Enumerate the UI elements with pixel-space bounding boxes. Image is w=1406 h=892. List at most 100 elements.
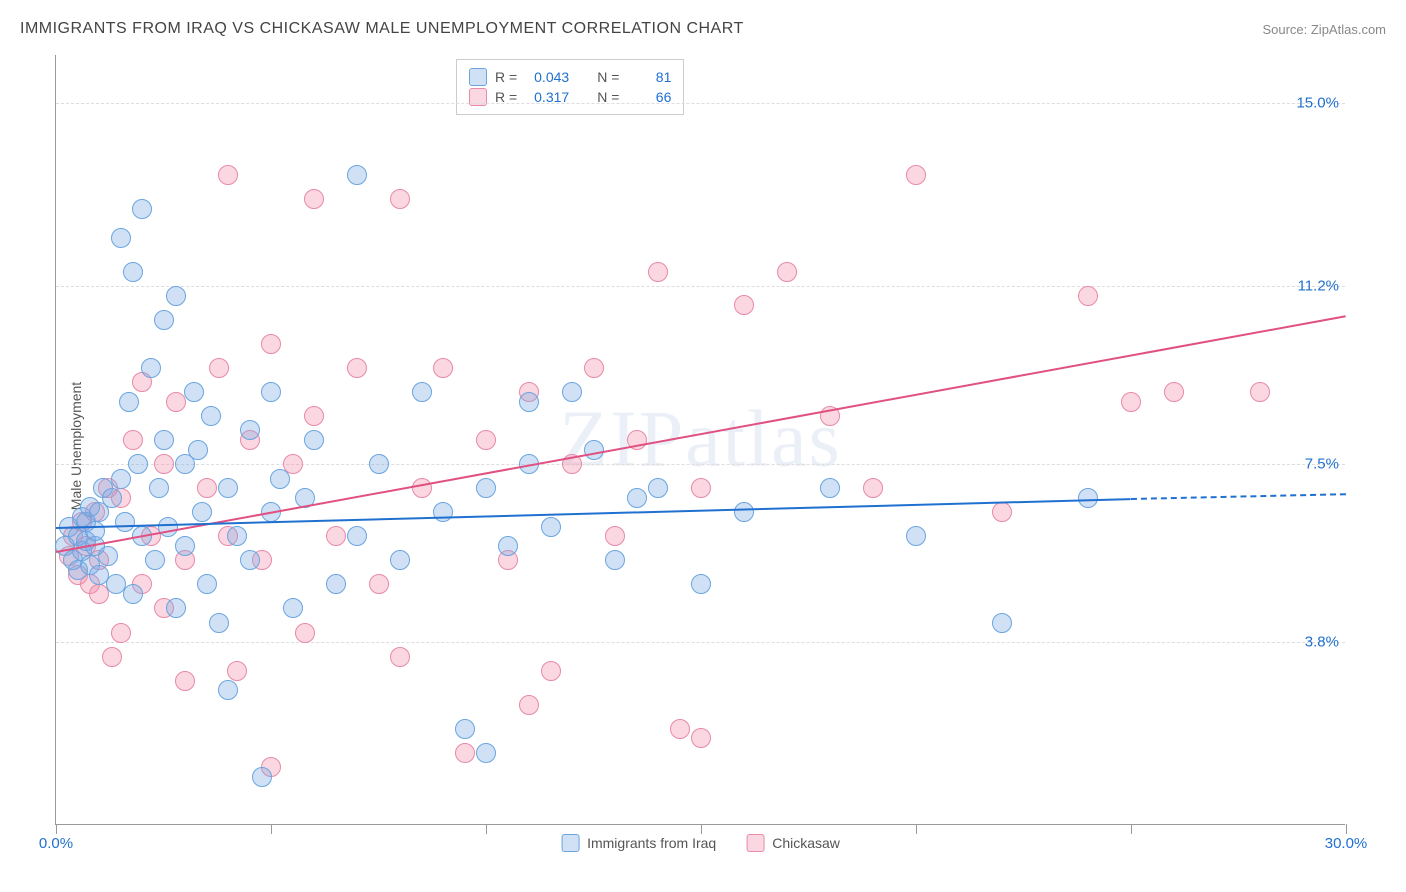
data-point-series2: [175, 671, 195, 691]
x-tick: [486, 824, 487, 834]
data-point-series2: [111, 623, 131, 643]
data-point-series1: [455, 719, 475, 739]
data-point-series1: [476, 478, 496, 498]
data-point-series2: [227, 661, 247, 681]
x-tick: [1346, 824, 1347, 834]
data-point-series1: [584, 440, 604, 460]
data-point-series2: [777, 262, 797, 282]
data-point-series1: [906, 526, 926, 546]
data-point-series2: [154, 454, 174, 474]
data-point-series1: [111, 469, 131, 489]
data-point-series1: [347, 526, 367, 546]
legend-label: Immigrants from Iraq: [587, 835, 716, 851]
data-point-series1: [154, 430, 174, 450]
data-point-series2: [390, 647, 410, 667]
data-point-series1: [192, 502, 212, 522]
data-point-series2: [541, 661, 561, 681]
data-point-series1: [240, 550, 260, 570]
data-point-series1: [476, 743, 496, 763]
data-point-series1: [562, 382, 582, 402]
gridline: [56, 642, 1345, 643]
data-point-series2: [433, 358, 453, 378]
data-point-series1: [128, 454, 148, 474]
data-point-series1: [820, 478, 840, 498]
data-point-series1: [261, 382, 281, 402]
data-point-series2: [863, 478, 883, 498]
stat-r-label: R =: [495, 69, 517, 85]
y-tick-label: 7.5%: [1305, 456, 1339, 473]
data-point-series1: [166, 598, 186, 618]
data-point-series2: [476, 430, 496, 450]
y-tick-label: 3.8%: [1305, 634, 1339, 651]
data-point-series2: [295, 623, 315, 643]
data-point-series1: [605, 550, 625, 570]
data-point-series2: [519, 695, 539, 715]
chart-title: IMMIGRANTS FROM IRAQ VS CHICKASAW MALE U…: [20, 20, 744, 38]
data-point-series2: [648, 262, 668, 282]
data-point-series2: [906, 165, 926, 185]
data-point-series1: [123, 584, 143, 604]
stat-r-value: 0.043: [525, 69, 569, 85]
data-point-series1: [433, 502, 453, 522]
data-point-series1: [188, 440, 208, 460]
data-point-series1: [166, 286, 186, 306]
data-point-series1: [734, 502, 754, 522]
legend-swatch: [469, 68, 487, 86]
source-label: Source: ZipAtlas.com: [1262, 22, 1386, 37]
legend-swatch: [746, 834, 764, 852]
legend-item: Immigrants from Iraq: [561, 834, 716, 852]
data-point-series2: [670, 719, 690, 739]
data-point-series2: [102, 647, 122, 667]
data-point-series1: [119, 392, 139, 412]
data-point-series1: [218, 478, 238, 498]
data-point-series1: [197, 574, 217, 594]
data-point-series2: [1164, 382, 1184, 402]
gridline: [56, 103, 1345, 104]
data-point-series1: [184, 382, 204, 402]
data-point-series2: [691, 728, 711, 748]
plot-area: ZIPatlas R =0.043N =81R =0.317N =66 Immi…: [55, 55, 1345, 825]
data-point-series2: [390, 189, 410, 209]
data-point-series1: [283, 598, 303, 618]
data-point-series1: [369, 454, 389, 474]
gridline: [56, 286, 1345, 287]
x-tick: [701, 824, 702, 834]
x-tick-label: 30.0%: [1325, 835, 1368, 852]
data-point-series1: [304, 430, 324, 450]
x-tick: [271, 824, 272, 834]
x-tick: [1131, 824, 1132, 834]
data-point-series1: [85, 521, 105, 541]
data-point-series2: [455, 743, 475, 763]
data-point-series2: [209, 358, 229, 378]
stats-legend: R =0.043N =81R =0.317N =66: [456, 59, 684, 115]
data-point-series1: [141, 358, 161, 378]
data-point-series2: [347, 358, 367, 378]
data-point-series2: [123, 430, 143, 450]
gridline: [56, 464, 1345, 465]
data-point-series1: [145, 550, 165, 570]
data-point-series2: [218, 165, 238, 185]
data-point-series2: [1250, 382, 1270, 402]
x-tick-label: 0.0%: [39, 835, 73, 852]
data-point-series1: [115, 512, 135, 532]
legend-label: Chickasaw: [772, 835, 840, 851]
legend-item: Chickasaw: [746, 834, 840, 852]
data-point-series1: [270, 469, 290, 489]
data-point-series1: [111, 228, 131, 248]
data-point-series1: [132, 199, 152, 219]
stat-n-value: 81: [627, 69, 671, 85]
data-point-series1: [992, 613, 1012, 633]
data-point-series1: [519, 392, 539, 412]
data-point-series1: [252, 767, 272, 787]
data-point-series1: [1078, 488, 1098, 508]
legend-swatch: [561, 834, 579, 852]
data-point-series1: [227, 526, 247, 546]
trend-line-series1: [56, 498, 1131, 529]
y-tick-label: 11.2%: [1298, 278, 1339, 295]
series-legend: Immigrants from Iraq Chickasaw: [561, 834, 840, 852]
data-point-series2: [992, 502, 1012, 522]
data-point-series1: [175, 536, 195, 556]
data-point-series1: [326, 574, 346, 594]
header: IMMIGRANTS FROM IRAQ VS CHICKASAW MALE U…: [20, 20, 1386, 38]
data-point-series2: [369, 574, 389, 594]
